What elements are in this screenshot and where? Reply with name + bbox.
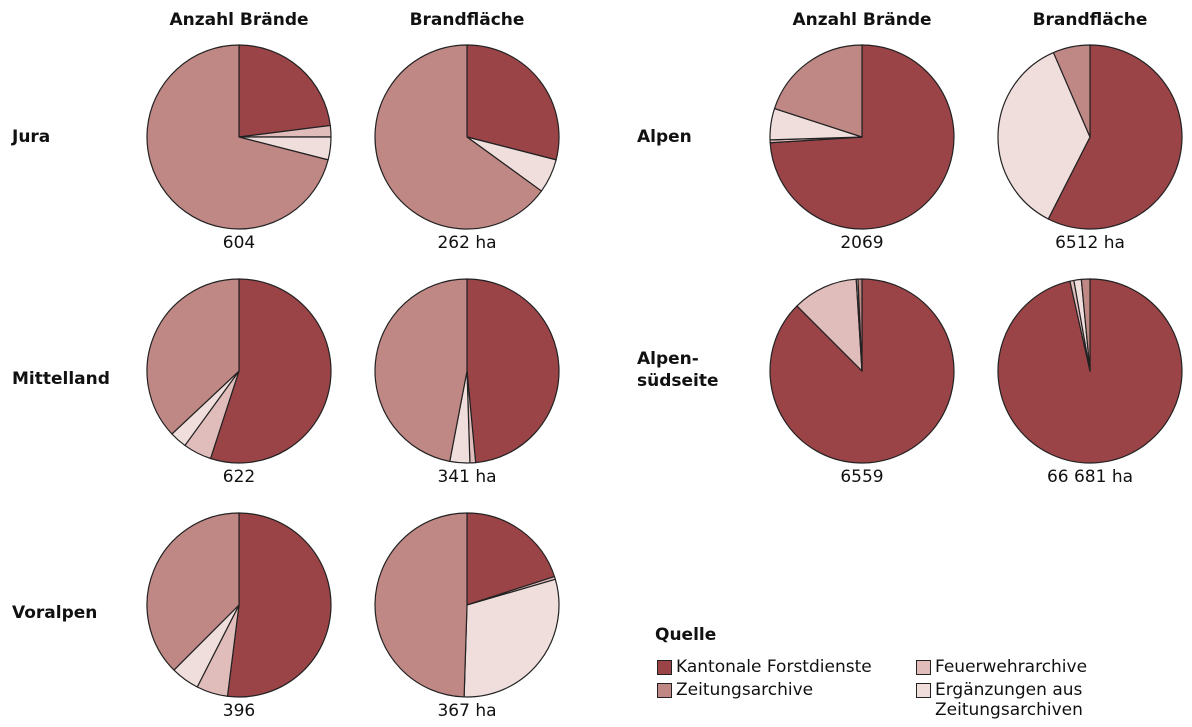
pie-slice: [773, 44, 863, 138]
pie-slice: [238, 44, 331, 138]
legend-swatch: [916, 660, 931, 675]
pie-slice: [374, 512, 468, 698]
pie-slice: [466, 512, 556, 606]
row-label: Jura: [11, 127, 50, 147]
pie-slice: [997, 51, 1091, 220]
pie-caption: 6512 ha: [1055, 233, 1125, 253]
pie-slice: [857, 278, 863, 372]
pie-caption: 604: [223, 233, 255, 253]
row-label: südseite: [637, 371, 719, 391]
pie-slice: [463, 578, 560, 698]
pie-slice: [769, 278, 955, 464]
column-title: Anzahl Brände: [169, 10, 308, 30]
legend-label: Zeitungsarchive: [676, 680, 814, 700]
legend-swatch: [916, 683, 931, 698]
pie-caption: 341 ha: [437, 467, 496, 487]
pie-caption: 66 681 ha: [1047, 467, 1133, 487]
pie-caption: 367 ha: [437, 701, 496, 721]
legend-label: Kantonale Forstdienste: [676, 657, 872, 677]
legend-swatch: [657, 660, 672, 675]
pie-caption: 622: [223, 467, 255, 487]
pie-slice: [796, 278, 863, 372]
pie-slice: [146, 44, 329, 230]
pie-slice: [1047, 44, 1183, 230]
row-label: Mittelland: [12, 369, 110, 389]
legend-swatch: [657, 683, 672, 698]
pie-slice: [374, 278, 468, 462]
pie-slice: [374, 44, 543, 230]
pie-slice: [146, 278, 240, 435]
pie-slice: [146, 512, 240, 671]
row-label: Alpen: [637, 127, 692, 147]
pie-slice: [226, 512, 332, 698]
pie-caption: 396: [223, 701, 255, 721]
pie-caption: 262 ha: [437, 233, 496, 253]
column-title: Brandfläche: [1033, 10, 1148, 30]
row-label: Alpen-: [637, 349, 699, 369]
column-title: Brandfläche: [410, 10, 525, 30]
pie-caption: 6559: [840, 467, 883, 487]
pie-slice: [1080, 278, 1091, 372]
legend-label: Feuerwehrarchive: [935, 657, 1088, 677]
row-label: Voralpen: [12, 603, 97, 623]
pie-slice: [1052, 44, 1091, 138]
pie-slice: [209, 278, 332, 464]
legend-title: Quelle: [655, 625, 717, 645]
pie-slice: [466, 44, 560, 161]
pie-caption: 2069: [840, 233, 883, 253]
pie-slice: [466, 278, 560, 464]
column-title: Anzahl Brände: [792, 10, 931, 30]
legend-label: Ergänzungen aus Zeitungsarchiven: [935, 680, 1083, 720]
